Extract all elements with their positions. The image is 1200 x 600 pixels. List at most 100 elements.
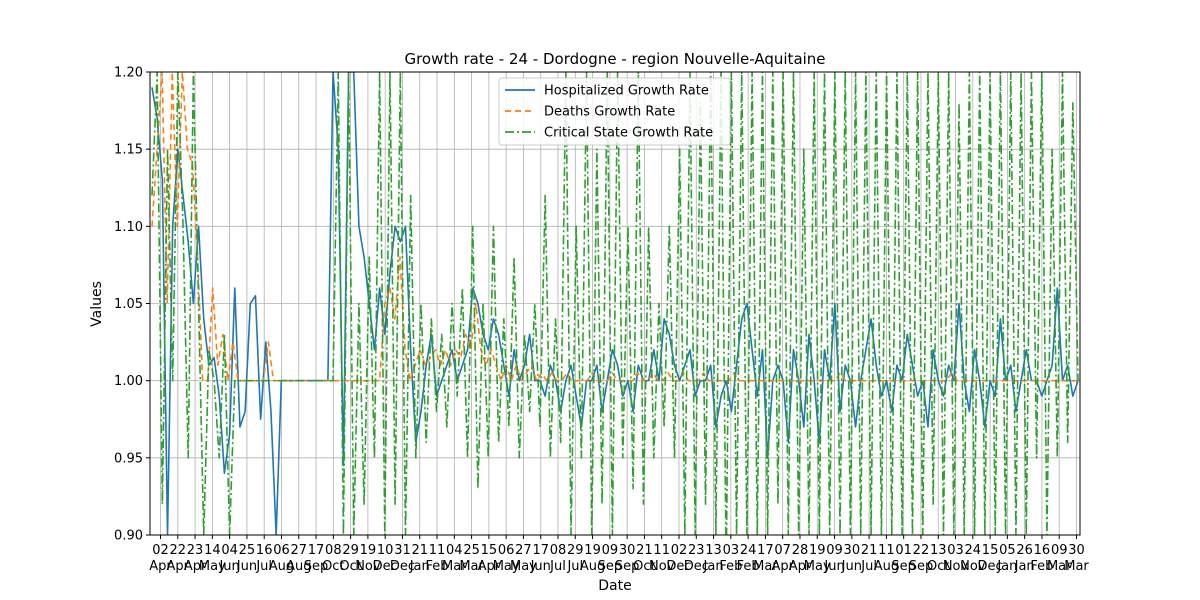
x-tick-day-label: 16 [256, 543, 273, 558]
x-axis-label: Date [598, 578, 631, 594]
x-tick-month-label: Mar [753, 559, 778, 574]
y-tick-label: 1.00 [114, 374, 143, 389]
x-tick-day-label: 19 [360, 543, 377, 558]
x-tick-month-label: Mar [442, 559, 467, 574]
x-tick-day-label: 02 [152, 543, 169, 558]
x-tick-month-label: Jun [236, 559, 257, 574]
x-tick-month-label: Jul [860, 559, 877, 574]
x-tick-day-label: 19 [584, 543, 601, 558]
x-tick-day-label: 21 [411, 543, 428, 558]
x-tick-month-label: Mar [459, 559, 484, 574]
x-tick-day-label: 06 [498, 543, 515, 558]
x-tick-month-label: Jan [996, 559, 1017, 574]
x-tick-day-label: 03 [723, 543, 740, 558]
x-tick-month-label: Oct [927, 559, 949, 574]
x-tick-day-label: 15 [481, 543, 498, 558]
x-tick-month-label: Dec [978, 559, 1003, 574]
legend-box [498, 77, 731, 146]
x-tick-month-label: Jan [1014, 559, 1035, 574]
x-tick-month-label: Mar [1064, 559, 1089, 574]
x-tick-day-label: 13 [930, 543, 947, 558]
x-tick-month-label: Oct [633, 559, 655, 574]
y-tick-label: 1.20 [114, 66, 143, 81]
x-tick-day-label: 21 [861, 543, 878, 558]
x-tick-month-label: Sep [598, 559, 623, 574]
x-tick-month-label: Sep [615, 559, 640, 574]
x-tick-month-label: Apr [771, 559, 794, 574]
x-tick-month-label: Aug [286, 559, 311, 574]
x-tick-day-label: 26 [1016, 543, 1033, 558]
x-tick-month-label: Jun [530, 559, 551, 574]
x-tick-month-label: Mar [1047, 559, 1072, 574]
x-tick-day-label: 11 [878, 543, 895, 558]
x-tick-month-label: Aug [580, 559, 605, 574]
x-tick-month-label: Feb [426, 559, 449, 574]
series-layer [151, 72, 1079, 535]
y-axis-label: Values [89, 281, 105, 327]
x-tick-day-label: 27 [290, 543, 307, 558]
x-tick-day-label: 16 [1034, 543, 1051, 558]
x-tick-month-label: Dec [666, 559, 691, 574]
x-tick-day-label: 23 [187, 543, 204, 558]
x-tick-day-label: 30 [1068, 543, 1085, 558]
x-tick-month-label: Dec [373, 559, 398, 574]
x-tick-month-label: Feb [737, 559, 760, 574]
y-tick-label: 1.10 [114, 220, 143, 235]
x-tick-day-label: 30 [844, 543, 861, 558]
x-tick-day-label: 09 [826, 543, 843, 558]
x-tick-day-label: 08 [550, 543, 567, 558]
x-tick-day-label: 29 [342, 543, 359, 558]
x-axis: 02Apr22Apr23Apr14May04Jun25Jun16Jul06Aug… [149, 535, 1089, 574]
x-tick-day-label: 19 [809, 543, 826, 558]
x-tick-month-label: May [199, 559, 226, 574]
x-tick-month-label: Feb [719, 559, 742, 574]
x-tick-month-label: Apr [789, 559, 812, 574]
x-tick-month-label: Feb [1030, 559, 1053, 574]
x-tick-day-label: 05 [999, 543, 1016, 558]
x-tick-month-label: Aug [269, 559, 294, 574]
x-tick-day-label: 15 [982, 543, 999, 558]
x-tick-day-label: 24 [740, 543, 757, 558]
y-axis: 0.90 0.95 1.00 1.05 1.10 1.15 1.20 [114, 66, 150, 544]
x-tick-month-label: Jul [255, 559, 272, 574]
x-tick-month-label: Jan [409, 559, 430, 574]
series-line-2 [151, 72, 1078, 382]
y-tick-label: 0.95 [114, 451, 143, 466]
x-tick-month-label: Oct [339, 559, 361, 574]
x-tick-month-label: May [510, 559, 537, 574]
x-tick-month-label: Jan [703, 559, 724, 574]
x-tick-month-label: Jun [823, 559, 844, 574]
x-tick-day-label: 04 [446, 543, 463, 558]
x-tick-day-label: 21 [636, 543, 653, 558]
x-tick-day-label: 13 [705, 543, 722, 558]
x-tick-month-label: Dec [390, 559, 415, 574]
chart-title: Growth rate - 24 - Dordogne - region Nou… [404, 50, 825, 68]
x-tick-day-label: 07 [774, 543, 791, 558]
x-tick-month-label: Sep [304, 559, 329, 574]
x-tick-month-label: Jul [549, 559, 566, 574]
legend-label-1: Hospitalized Growth Rate [544, 84, 709, 99]
x-tick-day-label: 09 [1051, 543, 1068, 558]
x-tick-month-label: Nov [355, 559, 381, 574]
x-tick-month-label: Apr [149, 559, 172, 574]
x-tick-day-label: 14 [204, 543, 221, 558]
x-tick-month-label: Sep [891, 559, 916, 574]
x-tick-day-label: 03 [947, 543, 964, 558]
x-tick-month-label: Nov [649, 559, 675, 574]
x-tick-month-label: Jul [566, 559, 583, 574]
x-tick-month-label: Apr [184, 559, 207, 574]
x-tick-day-label: 24 [965, 543, 982, 558]
x-tick-day-label: 10 [377, 543, 394, 558]
x-tick-month-label: Nov [960, 559, 986, 574]
x-tick-day-label: 22 [170, 543, 187, 558]
x-tick-day-label: 06 [273, 543, 290, 558]
x-tick-month-label: Jun [218, 559, 239, 574]
x-tick-day-label: 01 [895, 543, 912, 558]
legend-label-3: Critical State Growth Rate [544, 126, 713, 141]
y-tick-label: 1.15 [114, 143, 143, 158]
x-tick-month-label: Jun [841, 559, 862, 574]
x-tick-month-label: Nov [943, 559, 969, 574]
x-tick-day-label: 17 [532, 543, 549, 558]
x-tick-day-label: 04 [221, 543, 238, 558]
